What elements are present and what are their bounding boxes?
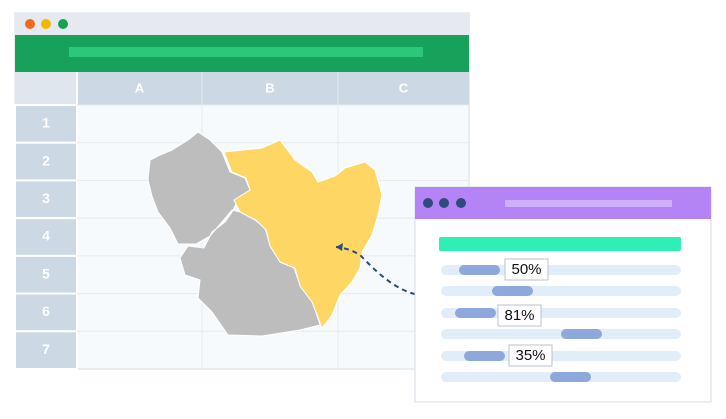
pill: [455, 308, 496, 318]
track: [441, 265, 681, 275]
row-header: [14, 104, 78, 144]
arrow-head: [336, 243, 343, 251]
row-header: [14, 141, 78, 182]
title-bar: [15, 13, 469, 35]
region-yellow: [223, 139, 383, 330]
label-box: [508, 344, 553, 367]
label-box: [504, 258, 549, 281]
column-header: [77, 72, 469, 105]
row-header: [14, 179, 78, 220]
track: [441, 286, 681, 296]
row-label: 2: [42, 152, 50, 168]
dot: [25, 19, 35, 29]
row-header: [14, 254, 78, 295]
percent-label: 81%: [504, 307, 534, 324]
row-label: 4: [42, 228, 50, 244]
row-header: [14, 292, 78, 333]
row-label: 3: [42, 190, 50, 206]
row-label: 5: [42, 265, 50, 281]
title-stripe: [505, 200, 672, 207]
spreadsheet-window: A B C 1 2 3 4 5 6 7: [14, 12, 470, 370]
pill: [492, 286, 533, 296]
column-label: B: [265, 80, 274, 95]
pill: [464, 351, 505, 361]
pill: [561, 329, 602, 339]
region-gray: [147, 131, 321, 337]
panel-window: 50% 81% 35%: [414, 186, 712, 403]
corner-cell: [15, 72, 77, 105]
dot: [41, 19, 51, 29]
dot: [58, 19, 68, 29]
label-box: [497, 304, 542, 327]
arrow: [335, 246, 434, 298]
row-label: 7: [42, 341, 50, 357]
panel-header-bar: [439, 237, 681, 251]
row-label: 1: [42, 115, 50, 131]
row-header: [14, 330, 78, 370]
row-label: 6: [42, 303, 50, 319]
percent-label: 35%: [515, 347, 545, 364]
row-header: [14, 217, 78, 257]
pill: [459, 265, 500, 275]
pill: [550, 372, 591, 382]
percent-label: 50%: [511, 261, 541, 278]
toolbar-stripe: [69, 47, 423, 57]
dot: [423, 198, 433, 208]
dot: [456, 198, 466, 208]
column-label: A: [135, 80, 145, 95]
column-label: C: [399, 80, 409, 95]
map: [147, 131, 434, 337]
dot: [439, 198, 449, 208]
